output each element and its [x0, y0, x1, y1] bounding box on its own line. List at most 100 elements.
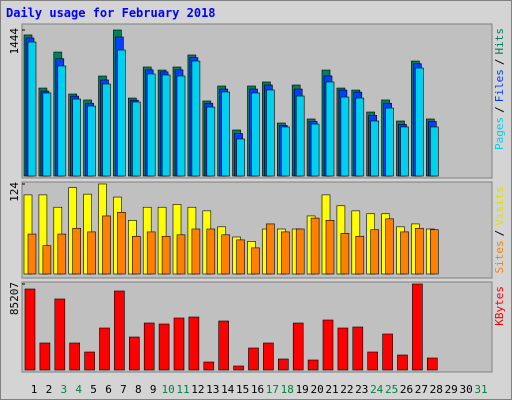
- bar: [307, 359, 319, 371]
- bar: [221, 234, 230, 275]
- bar: [161, 235, 171, 275]
- bar: [27, 233, 37, 275]
- bar: [117, 212, 126, 275]
- bar: [355, 97, 365, 177]
- x-tick-label: 14: [221, 383, 235, 396]
- bar: [340, 233, 350, 275]
- bar: [218, 320, 229, 371]
- bar: [266, 89, 275, 177]
- bar: [385, 107, 394, 177]
- bar: [206, 106, 216, 177]
- bar: [382, 333, 393, 371]
- bar: [176, 75, 186, 177]
- bar: [99, 327, 110, 371]
- legend-entry: Visits: [493, 186, 506, 226]
- bar: [367, 351, 379, 371]
- bar: [397, 354, 408, 371]
- x-tick-label: 27: [415, 383, 428, 396]
- bar: [280, 126, 290, 177]
- x-tick-label: 31: [474, 383, 487, 396]
- legend-entry: Pages: [493, 117, 506, 150]
- bar: [251, 247, 260, 275]
- bar: [322, 319, 334, 371]
- bar: [337, 327, 349, 371]
- bar: [114, 290, 125, 371]
- bar: [57, 233, 67, 275]
- bar: [355, 235, 365, 275]
- bar: [102, 215, 111, 275]
- bar: [295, 228, 305, 275]
- bar: [415, 67, 424, 177]
- x-tick-label: 15: [236, 383, 249, 396]
- x-tick-label: 29: [445, 383, 458, 396]
- x-tick-label: 13: [206, 383, 219, 396]
- legend: Sites / Visits: [493, 186, 506, 274]
- bar: [310, 217, 320, 275]
- bar: [251, 92, 260, 177]
- bar: [132, 101, 141, 177]
- bar: [146, 73, 156, 177]
- bar: [188, 316, 200, 371]
- bar: [72, 227, 81, 275]
- bar: [325, 219, 335, 275]
- y-tick-label: 1444: [8, 28, 21, 55]
- bar: [415, 227, 424, 275]
- bar: [280, 231, 290, 275]
- bar: [426, 357, 438, 371]
- bar: [161, 74, 171, 177]
- bar: [176, 234, 186, 275]
- y-tick-label: 85207: [8, 282, 21, 315]
- x-tick-label: 21: [325, 383, 338, 396]
- bar: [412, 283, 423, 371]
- x-tick-label: 26: [400, 383, 413, 396]
- bar: [221, 91, 230, 177]
- bar: [203, 361, 215, 371]
- x-tick-label: 16: [251, 383, 264, 396]
- y-tick-label: 124: [8, 182, 21, 202]
- legend-entry: KBytes: [493, 286, 506, 326]
- x-tick-label: 2: [46, 383, 53, 396]
- x-tick-label: 4: [75, 383, 82, 396]
- x-tick-label: 5: [90, 383, 97, 396]
- x-tick-label: 22: [340, 383, 353, 396]
- bar: [87, 231, 96, 275]
- x-tick-label: 8: [135, 383, 142, 396]
- bar: [69, 342, 80, 371]
- x-tick-label: 9: [150, 383, 157, 396]
- x-tick-label: 7: [120, 383, 127, 396]
- bar: [117, 49, 126, 177]
- bar: [57, 65, 67, 177]
- x-tick-label: 20: [310, 383, 323, 396]
- legend: Pages / Files / Hits: [493, 28, 506, 150]
- bar: [263, 342, 274, 371]
- bar: [87, 105, 96, 177]
- bar: [191, 228, 201, 275]
- legend-separator: /: [493, 106, 506, 113]
- x-tick-label: 18: [281, 383, 294, 396]
- bar: [39, 342, 51, 371]
- x-tick-label: 12: [191, 383, 204, 396]
- bar: [400, 231, 409, 275]
- bar: [429, 229, 439, 275]
- bar: [266, 223, 275, 275]
- bar: [340, 96, 350, 177]
- bar: [146, 231, 156, 275]
- bar: [27, 41, 37, 177]
- bar: [42, 245, 52, 275]
- bar: [233, 365, 244, 371]
- x-tick-label: 6: [105, 383, 112, 396]
- chart-title: Daily usage for February 2018: [6, 6, 216, 20]
- bar: [191, 60, 201, 177]
- x-tick-label: 23: [355, 383, 368, 396]
- legend-entry: Hits: [493, 28, 506, 55]
- bar: [72, 98, 81, 177]
- bar: [143, 322, 155, 371]
- legend-separator: /: [493, 59, 506, 66]
- x-tick-label: 3: [60, 383, 67, 396]
- bar: [370, 229, 380, 275]
- bar: [277, 358, 289, 371]
- bar: [158, 323, 170, 371]
- x-tick-label: 17: [266, 383, 279, 396]
- bar: [429, 126, 439, 177]
